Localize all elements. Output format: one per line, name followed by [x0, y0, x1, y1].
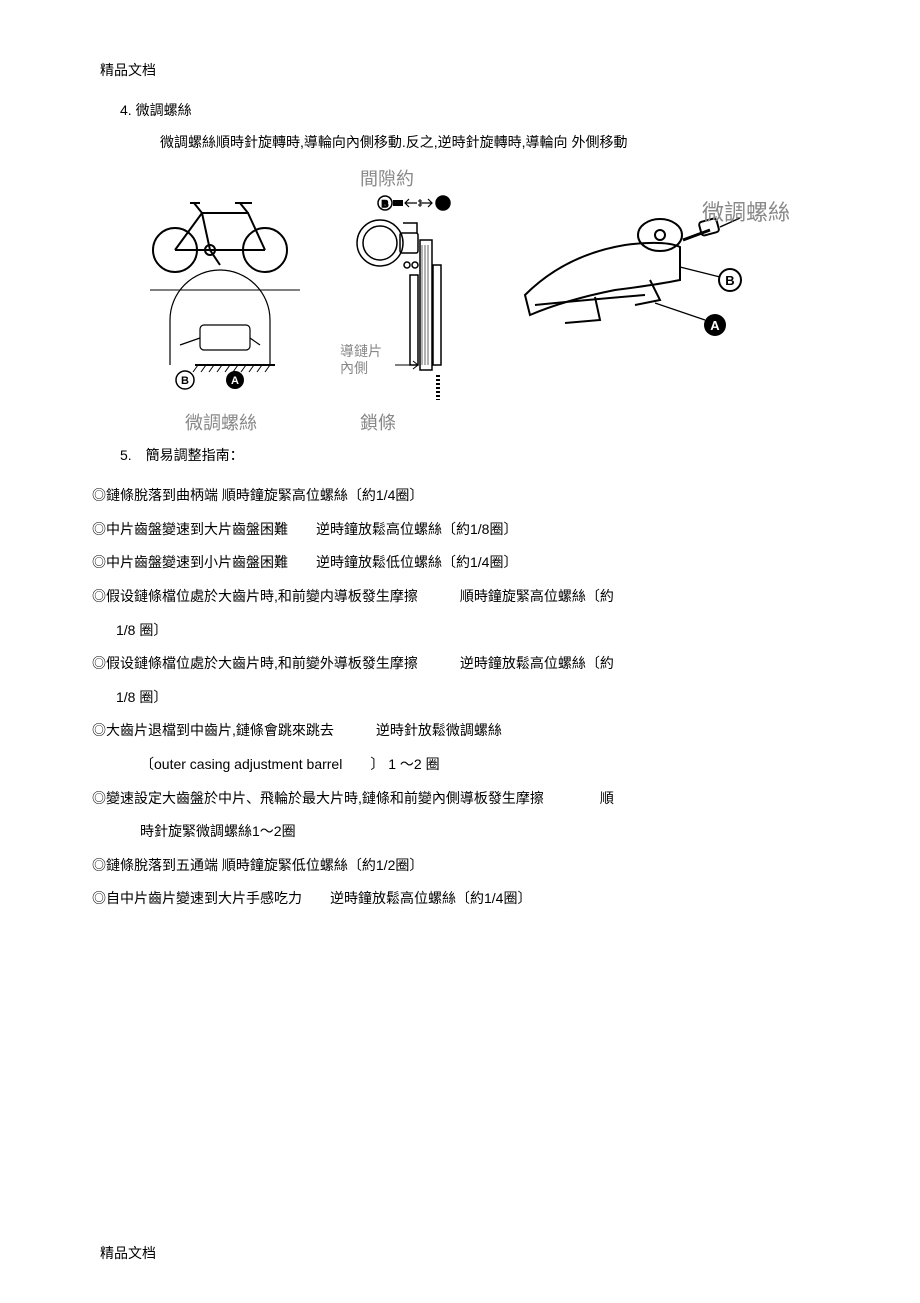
section4-title: 4. 微調螺絲	[120, 100, 820, 120]
marker-b-icon: B	[181, 375, 189, 387]
page-header: 精品文档	[100, 60, 820, 80]
bullet-item: ◎中片齒盤變速到大片齒盤困難 逆時鐘放鬆高位螺絲〔約1/8圈〕	[90, 513, 820, 547]
page-footer: 精品文档	[100, 1243, 156, 1263]
bullet-item: ◎假设鏈條檔位處於大齒片時,和前變内導板發生摩擦 順時鐘旋緊高位螺絲〔約	[90, 580, 820, 614]
figure-container: 間隙約	[140, 165, 780, 435]
figure-left: B A	[140, 195, 310, 395]
bullet-cont: 1/8 圈〕	[116, 681, 820, 715]
bullet-item: ◎大齒片退檔到中齒片,鏈條會跳來跳去 逆時針放鬆微調螺絲	[90, 714, 820, 748]
figure-bottom-left-label: 微調螺絲	[185, 409, 257, 435]
bullet-list: ◎鏈條脫落到曲柄端 順時鐘旋緊高位螺絲〔約1/4圈〕 ◎中片齒盤變速到大片齒盤困…	[100, 479, 820, 916]
section5-title: 5. 簡易調整指南：	[120, 445, 820, 465]
svg-text:B: B	[382, 199, 389, 209]
bullet-item: ◎假设鏈條檔位處於大齒片時,和前變外導板發生摩擦 逆時鐘放鬆高位螺絲〔約	[90, 647, 820, 681]
svg-text:B: B	[725, 273, 734, 288]
bullet-item: ◎自中片齒片變速到大片手感吃力 逆時鐘放鬆高位螺絲〔約1/4圈〕	[90, 882, 820, 916]
bullet-item: ◎變速設定大齒盤於中片、飛輪於最大片時,鏈條和前變內側導板發生摩擦 順	[90, 782, 820, 816]
bullet-item: ◎鏈條脫落到曲柄端 順時鐘旋緊高位螺絲〔約1/4圈〕	[90, 479, 820, 513]
figure-mid-inner-label: 導鏈片 內側	[340, 345, 382, 379]
bullet-sub: 〔outer casing adjustment barrel 〕 1 〜2 圈	[140, 748, 820, 782]
figure-right-label: 微調螺絲	[702, 195, 790, 227]
svg-text:A: A	[440, 199, 447, 209]
bullet-sub: 時針旋緊微調螺絲1〜2圈	[140, 815, 820, 849]
figure-bottom-mid-label: 鎖條	[360, 409, 396, 435]
figure-middle: B A	[325, 185, 485, 415]
marker-a-icon: A	[231, 375, 239, 387]
bullet-item: ◎中片齒盤變速到小片齒盤困難 逆時鐘放鬆低位螺絲〔約1/4圈〕	[90, 546, 820, 580]
section4-desc: 微調螺絲順時針旋轉時,導輪向內側移動.反之,逆時針旋轉時,導輪向 外側移動	[160, 130, 820, 155]
bullet-item: ◎鏈條脫落到五通端 順時鐘旋緊低位螺絲〔約1/2圈〕	[90, 849, 820, 883]
svg-text:A: A	[710, 318, 720, 333]
bullet-cont: 1/8 圈〕	[116, 614, 820, 648]
